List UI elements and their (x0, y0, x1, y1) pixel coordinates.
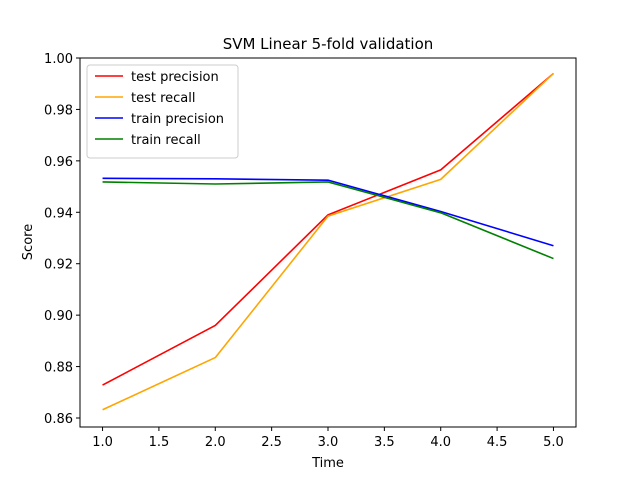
x-tick-label: 4.5 (487, 435, 508, 450)
y-tick-label: 0.90 (44, 309, 73, 324)
x-tick-label: 2.0 (205, 435, 226, 450)
legend: test precision test recall train precision… (86, 64, 239, 159)
x-tick-label: 3.0 (318, 435, 339, 450)
series-line-1 (102, 72, 554, 411)
legend-entry-2: train precision (131, 112, 224, 127)
y-tick-label: 0.94 (44, 206, 73, 221)
series-line-2 (102, 177, 554, 247)
chart-title: SVM Linear 5-fold validation (223, 35, 434, 53)
y-tick-label: 1.00 (44, 52, 73, 67)
x-tick-label: 4.0 (430, 435, 451, 450)
series-line-0 (102, 72, 554, 386)
legend-box (86, 64, 239, 159)
y-axis-label: Score (21, 224, 36, 260)
x-tick-label: 1.0 (92, 435, 113, 450)
y-tick-label: 0.92 (44, 258, 73, 273)
x-tick-label: 1.5 (149, 435, 170, 450)
legend-entry-1: test recall (131, 91, 196, 106)
y-tick-label: 0.96 (44, 155, 73, 170)
axes-layer: 1.0 1.5 2.0 2.5 3.0 3.5 4.0 4.5 5.0 0.86 0.88 0.90 0… (44, 52, 577, 450)
series-line-3 (102, 181, 554, 260)
x-tick-label: 3.5 (374, 435, 395, 450)
x-axis-label: Time (311, 456, 344, 471)
legend-entry-3: train recall (131, 133, 201, 148)
legend-entry-0: test precision (131, 70, 219, 85)
y-tick-label: 0.88 (44, 361, 73, 376)
series-layer (102, 72, 554, 411)
x-tick-label: 5.0 (543, 435, 564, 450)
y-tick-label: 0.86 (44, 412, 73, 427)
x-tick-label: 2.5 (261, 435, 282, 450)
y-tick-label: 0.98 (44, 103, 73, 118)
